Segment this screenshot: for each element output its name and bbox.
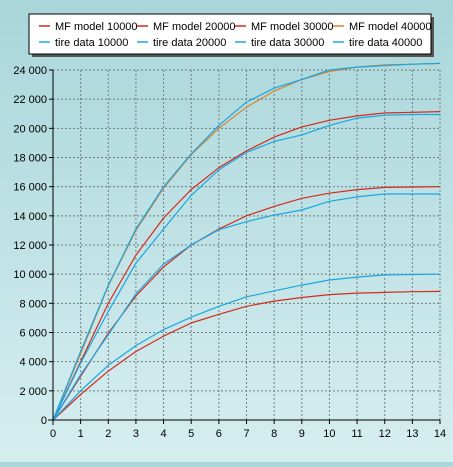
y-tick-label: 14 000	[13, 211, 47, 223]
legend-label: MF model 40000	[349, 21, 432, 33]
x-tick-label: 3	[133, 428, 139, 440]
legend-label: tire data 20000	[153, 37, 226, 49]
x-tick-label: 0	[50, 428, 56, 440]
x-tick-label: 9	[299, 428, 305, 440]
legend-label: tire data 30000	[251, 37, 324, 49]
gridlines	[53, 69, 441, 420]
x-tick-label: 10	[323, 428, 335, 440]
y-tick-label: 0	[41, 415, 47, 427]
series-layer	[52, 62, 441, 421]
legend: MF model 10000 MF model 20000 MF model 300…	[28, 13, 434, 57]
x-tick-label: 1	[78, 428, 84, 440]
y-tick-label: 2 000	[19, 386, 47, 398]
y-tick-label: 4 000	[19, 357, 47, 369]
series-line	[52, 62, 441, 421]
x-tick-label: 7	[243, 428, 249, 440]
series-line	[52, 113, 440, 421]
x-tick-label: 6	[216, 428, 222, 440]
y-tick-label: 20 000	[13, 123, 47, 135]
y-tick-label: 8 000	[19, 298, 47, 310]
legend-label: MF model 20000	[153, 21, 236, 33]
legend-box	[28, 13, 432, 55]
series-line	[52, 290, 441, 421]
x-tick-label: 2	[105, 428, 111, 440]
series-line	[52, 193, 440, 421]
x-tick-label: 11	[351, 428, 362, 440]
x-tick-label: 8	[271, 428, 277, 440]
y-tick-label: 24 000	[13, 65, 47, 77]
y-tick-label: 6 000	[19, 328, 47, 340]
series-line	[52, 273, 441, 421]
series-line	[52, 111, 441, 421]
x-tick-label: 4	[161, 428, 167, 440]
legend-label: tire data 40000	[349, 37, 422, 49]
legend-label: MF model 30000	[251, 21, 334, 33]
y-tick-label: 18 000	[13, 153, 47, 165]
axes: 0 2 000 4 000 6 000 8 000 10 000 12 000 14 000 1…	[13, 65, 446, 440]
y-tick-label: 16 000	[13, 182, 47, 194]
x-tick-label: 13	[406, 428, 418, 440]
x-tick-label: 12	[379, 428, 391, 440]
y-tick-label: 12 000	[13, 240, 47, 252]
y-tick-label: 10 000	[13, 269, 47, 281]
y-tick-label: 22 000	[13, 94, 47, 106]
x-tick-label: 5	[188, 428, 194, 440]
legend-label: tire data 10000	[55, 37, 128, 49]
legend-label: MF model 10000	[55, 21, 138, 33]
x-tick-label: 14	[434, 428, 446, 440]
